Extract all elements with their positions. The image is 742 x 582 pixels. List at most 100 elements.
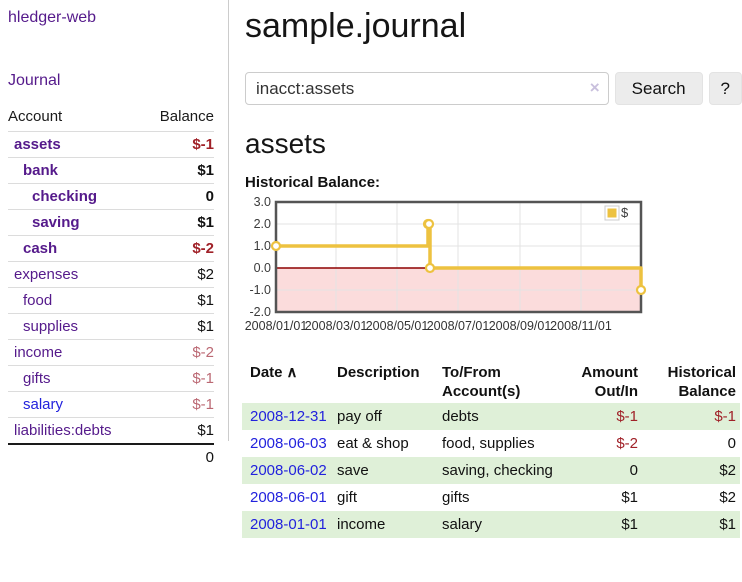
account-balance: $-2 — [143, 339, 214, 366]
register-row: 2008-01-01 income salary $1 $1 — [242, 511, 740, 538]
x-axis-tick-label: 2008/05/01 — [366, 319, 429, 333]
chart-data-point — [270, 240, 282, 252]
help-button[interactable]: ? — [708, 72, 742, 105]
chart-data-point — [635, 284, 647, 296]
transaction-date-link[interactable]: 2008-01-01 — [250, 516, 327, 533]
page-title: sample.journal — [245, 7, 467, 45]
accounts-total-spacer — [8, 443, 144, 470]
transaction-balance: $1 — [719, 516, 736, 533]
y-axis-tick-label: -1.0 — [249, 283, 271, 297]
account-row: bank $1 — [8, 157, 214, 184]
register-row: 2008-06-03 eat & shop food, supplies $-2 0 — [242, 430, 740, 457]
account-row: gifts $-1 — [8, 365, 214, 392]
x-axis-tick-label: 2008/11/01 — [550, 319, 612, 333]
account-link-expenses[interactable]: expenses — [14, 266, 79, 283]
account-link-assets[interactable]: assets — [14, 136, 61, 153]
chart-canvas: $3.0 2.0 1.0 0.0 -1.0 -2.02008/01/012008/03/0… — [245, 195, 647, 333]
transaction-date-link[interactable]: 2008-06-02 — [250, 462, 327, 479]
account-link-salary[interactable]: salary — [23, 396, 64, 413]
register-header-historical: Historical Balance — [667, 364, 736, 400]
account-balance: $1 — [143, 157, 214, 184]
register-row: 2008-06-02 save saving, checking 0 $2 — [242, 457, 740, 484]
search-input[interactable] — [245, 72, 609, 105]
transaction-description: income — [337, 516, 386, 533]
account-link-saving[interactable]: saving — [32, 214, 80, 231]
transaction-accounts: saving, checking — [442, 462, 553, 479]
account-row: saving $1 — [8, 209, 214, 236]
x-axis-tick-label: 2008/09/01 — [489, 319, 552, 333]
brand-link[interactable]: hledger-web — [8, 9, 97, 26]
account-link-gifts[interactable]: gifts — [23, 370, 51, 387]
transaction-date-link[interactable]: 2008-06-01 — [250, 489, 327, 506]
accounts-table: Account Balance assets $-1 bank $1 checking 0… — [8, 103, 214, 470]
account-row: supplies $1 — [8, 313, 214, 340]
register-table-body: 2008-12-31 pay off debts $-1 $-1 2008-06-03 ea… — [242, 403, 740, 538]
register-header-description: Description — [337, 364, 420, 381]
transaction-accounts: food, supplies — [442, 435, 535, 452]
account-row: food $1 — [8, 287, 214, 314]
y-axis-tick-label: 3.0 — [254, 197, 271, 209]
account-balance: $-2 — [143, 235, 214, 262]
search-form: × Search ? — [245, 72, 742, 105]
account-row: assets $-1 — [8, 131, 214, 158]
transaction-balance: $2 — [719, 489, 736, 506]
account-balance: $-1 — [143, 391, 214, 418]
account-link-liabilities-debts[interactable]: liabilities:debts — [14, 422, 112, 439]
account-row: liabilities:debts $1 — [8, 417, 214, 444]
legend-label: $ — [621, 205, 629, 220]
main-content: sample.journal × Search ? assets Histori… — [242, 0, 742, 538]
transaction-description: eat & shop — [337, 435, 409, 452]
account-balance: $1 — [143, 313, 214, 340]
x-axis-tick-label: 2008/07/01 — [427, 319, 490, 333]
historical-balance-chart: $3.0 2.0 1.0 0.0 -1.0 -2.0 2008/01/01 2008/03/0… — [245, 195, 742, 349]
transaction-amount: $1 — [621, 489, 638, 506]
account-balance: 0 — [143, 183, 214, 210]
sidebar-divider — [228, 0, 229, 441]
y-axis-tick-label: -2.0 — [249, 305, 271, 319]
transaction-amount: $-1 — [616, 408, 638, 425]
chart-heading: Historical Balance: — [245, 174, 381, 191]
x-axis-tick-label: 2008/01/01 — [245, 319, 307, 333]
transaction-balance: $2 — [719, 462, 736, 479]
x-axis-tick-label: 2008/03/01 — [305, 319, 368, 333]
transaction-accounts: salary — [442, 516, 483, 533]
transaction-balance: $-1 — [714, 408, 736, 425]
transaction-amount: $1 — [621, 516, 638, 533]
account-link-supplies[interactable]: supplies — [23, 318, 79, 335]
sidebar-item-journal[interactable]: Journal — [8, 72, 61, 89]
register-row: 2008-12-31 pay off debts $-1 $-1 — [242, 403, 740, 430]
transaction-date-link[interactable]: 2008-12-31 — [250, 408, 327, 425]
account-row: income $-2 — [8, 339, 214, 366]
accounts-total-balance: 0 — [143, 443, 214, 470]
account-link-cash[interactable]: cash — [23, 240, 58, 257]
account-row: cash $-2 — [8, 235, 214, 262]
account-link-bank[interactable]: bank — [23, 162, 59, 179]
transaction-date-link[interactable]: 2008-06-03 — [250, 435, 327, 452]
transaction-amount: $-2 — [616, 435, 638, 452]
account-row: expenses $2 — [8, 261, 214, 288]
clear-search-icon[interactable]: × — [589, 78, 600, 97]
register-header-date[interactable]: Date ∧ — [250, 364, 298, 381]
legend-swatch — [607, 208, 617, 218]
chart-data-point — [423, 218, 435, 230]
accounts-total-row: 0 — [8, 443, 214, 470]
account-link-income[interactable]: income — [14, 344, 63, 361]
account-row: salary $-1 — [8, 391, 214, 418]
accounts-table-body: assets $-1 bank $1 checking 0 saving $1 cash $-2 e… — [8, 131, 214, 444]
sidebar: hledger-web Journal Account Balance asse… — [8, 0, 214, 470]
register-table: Date ∧ Description To/From Account(s) Amount O… — [242, 359, 740, 538]
account-balance: $-1 — [143, 131, 214, 158]
y-axis-tick-label: 1.0 — [254, 239, 271, 253]
accounts-table-header-row: Account Balance — [8, 103, 214, 132]
account-link-food[interactable]: food — [23, 292, 53, 309]
register-header-row: Date ∧ Description To/From Account(s) Amount O… — [242, 359, 740, 403]
register-header-amount: Amount Out/In — [581, 364, 638, 400]
transaction-balance: 0 — [727, 435, 736, 452]
search-button[interactable]: Search — [614, 72, 703, 105]
account-row: checking 0 — [8, 183, 214, 210]
account-link-checking[interactable]: checking — [32, 188, 98, 205]
transaction-description: save — [337, 462, 369, 479]
accounts-header-balance: Balance — [159, 108, 214, 125]
account-balance: $2 — [143, 261, 214, 288]
transaction-description: gift — [337, 489, 358, 506]
